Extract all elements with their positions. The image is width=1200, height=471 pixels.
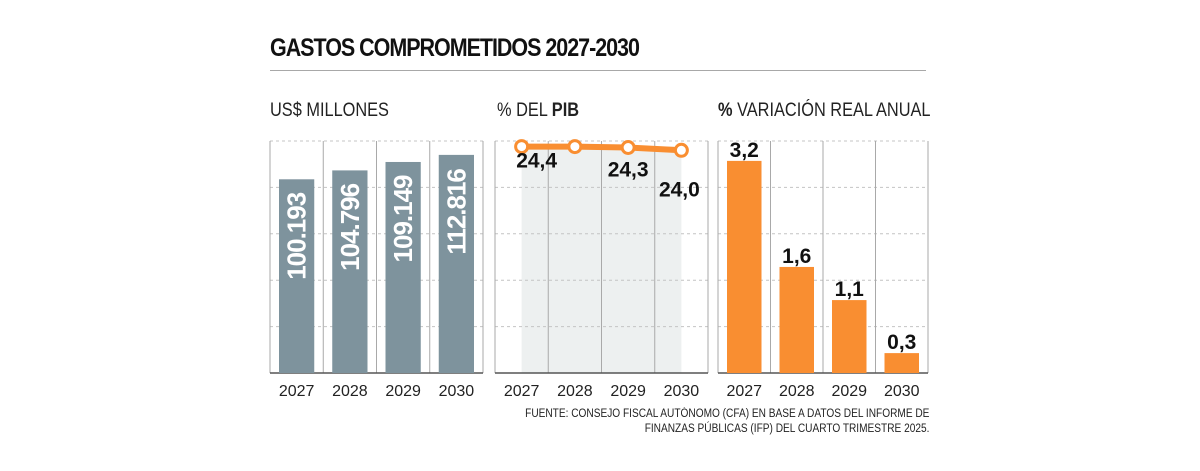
bar-2029 (832, 300, 867, 373)
bar-value-label: 104.796 (335, 183, 365, 271)
bar-value-label: 0,3 (887, 331, 916, 354)
data-label: 24,3 (608, 158, 649, 181)
panel-title-usd: US$ MILLONES (270, 100, 389, 121)
data-label: 24,4 (516, 150, 557, 173)
bar-2030 (884, 353, 919, 373)
bar-2028 (779, 266, 814, 373)
bar-2029 (385, 161, 421, 373)
chart-title: GASTOS COMPROMETIDOS 2027-2030 (270, 34, 640, 62)
source-line-2: FINANZAS PÚBLICAS (IFP) DEL CUARTO TRIME… (644, 423, 929, 435)
bar-value-label: 100.193 (282, 192, 312, 280)
x-tick-label: 2028 (557, 383, 593, 400)
panel-title-pib: % DEL PIB (497, 100, 580, 121)
x-tick-label: 2029 (610, 383, 646, 400)
series-line (521, 143, 682, 154)
bar-value-label: 112.816 (441, 169, 471, 255)
title-divider (270, 70, 926, 71)
x-tick-label: 2028 (779, 383, 815, 400)
x-tick-label: 2027 (279, 383, 315, 400)
bar-2027 (279, 179, 315, 373)
bar-value-label: 109.149 (388, 175, 418, 263)
x-tick-label: 2027 (504, 383, 540, 400)
data-point-2028 (567, 139, 583, 155)
x-tick-label: 2028 (332, 383, 368, 400)
x-tick-label: 2030 (439, 383, 475, 400)
data-point-2027 (514, 139, 530, 155)
bar-2027 (727, 160, 762, 373)
data-label: 24,0 (659, 178, 700, 201)
bar-value-label: 3,2 (730, 139, 759, 162)
bar-value-label: 1,1 (835, 278, 865, 301)
x-tick-label: 2029 (385, 383, 421, 400)
bar-value-label: 1,6 (782, 245, 811, 268)
x-tick-label: 2027 (726, 383, 762, 400)
source-line-1: FUENTE: CONSEJO FISCAL AUTÓNOMO (CFA) EN… (524, 408, 929, 420)
source-note: FUENTE: CONSEJO FISCAL AUTÓNOMO (CFA) EN… (525, 407, 929, 437)
x-tick-label: 2030 (884, 383, 920, 400)
data-point-2030 (673, 142, 689, 158)
bar-2030 (438, 154, 474, 373)
x-tick-label: 2029 (831, 383, 867, 400)
panel-title-var: % VARIACIÓN REAL ANUAL (718, 100, 931, 121)
x-tick-label: 2030 (664, 383, 700, 400)
data-point-2029 (620, 139, 636, 155)
bar-2028 (332, 170, 368, 373)
